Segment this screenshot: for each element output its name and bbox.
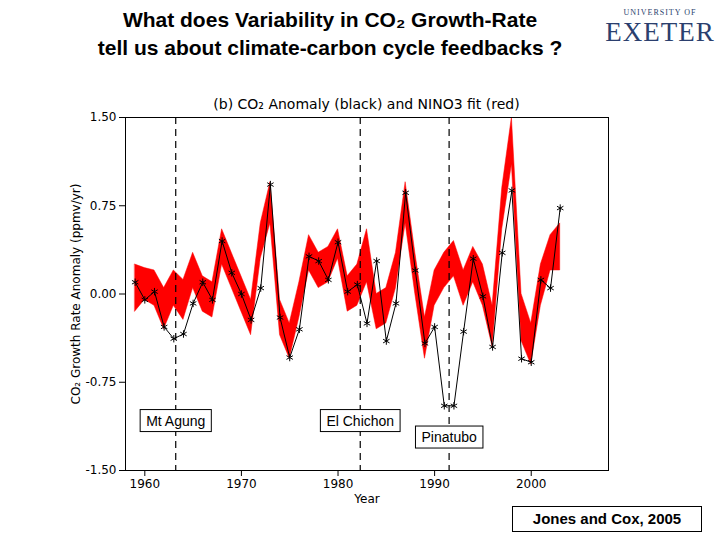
- svg-text:1.50: 1.50: [90, 110, 117, 124]
- svg-text:1980: 1980: [323, 477, 354, 491]
- svg-text:Year: Year: [353, 492, 379, 506]
- html-text:Jones and Cox, 2005: Jones and Cox, 2005: [532, 510, 682, 527]
- svg-text:1990: 1990: [419, 477, 450, 491]
- html-text:(b) CO₂ Anomaly (black) and NI: (b) CO₂ Anomaly (black) and NINO3 fit (r…: [213, 96, 520, 112]
- svg-text:2000: 2000: [516, 477, 547, 491]
- svg-text:0.75: 0.75: [90, 199, 117, 213]
- svg-text:Mt Agung: Mt Agung: [146, 413, 205, 429]
- html-text:EXETER: EXETER: [605, 17, 715, 47]
- svg-text:-1.50: -1.50: [85, 463, 116, 477]
- svg-text:CO₂ Growth Rate Anomaly (ppmv/: CO₂ Growth Rate Anomaly (ppmv/yr): [69, 184, 83, 405]
- svg-text:1970: 1970: [226, 477, 257, 491]
- svg-text:El Chichon: El Chichon: [326, 413, 394, 429]
- html-text:UNIVERSITY OF: UNIVERSITY OF: [623, 8, 697, 17]
- html-text:What does Variability in CO₂ G: What does Variability in CO₂ Growth-Rate: [122, 8, 538, 31]
- svg-text:1960: 1960: [130, 477, 161, 491]
- svg-text:-0.75: -0.75: [85, 375, 116, 389]
- svg-text:0.00: 0.00: [90, 287, 117, 301]
- svg-text:Pinatubo: Pinatubo: [421, 429, 476, 445]
- html-text:tell us about climate-carbon c: tell us about climate-carbon cycle feedb…: [97, 36, 563, 59]
